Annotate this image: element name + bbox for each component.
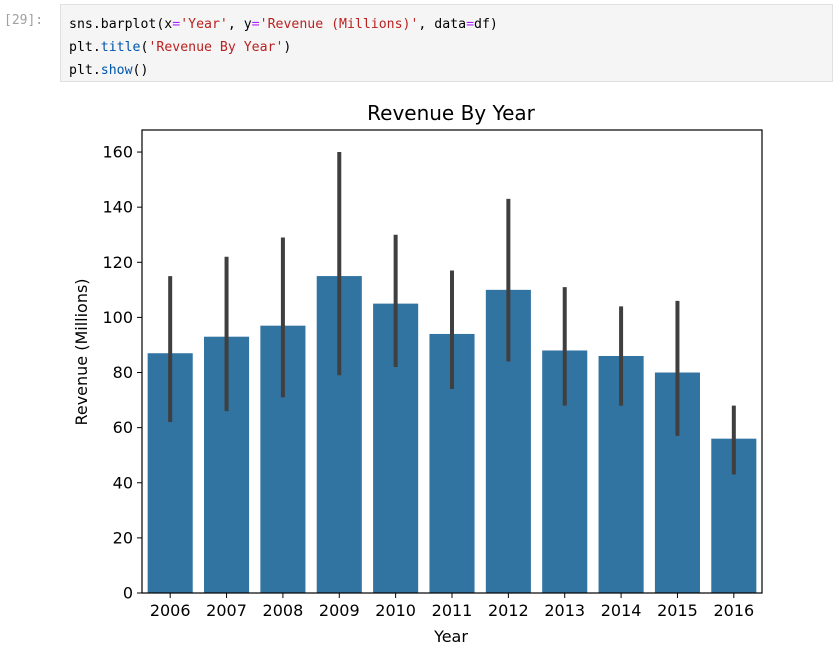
cell-output: Revenue By Year 0 20 40 60 80 100 120 140 160 20… <box>60 90 833 658</box>
y-tick-label: 120 <box>102 253 133 272</box>
y-tick-label: 20 <box>113 528 133 547</box>
x-tick-label: 2010 <box>375 601 416 620</box>
code-token: () <box>132 63 149 78</box>
code-token: plt <box>69 63 93 78</box>
x-tick-label: 2014 <box>601 601 642 620</box>
error-bars-group <box>168 152 736 475</box>
x-tick-label: 2008 <box>263 601 304 620</box>
x-tick-label: 2013 <box>544 601 585 620</box>
code-token: = <box>172 17 181 32</box>
y-tick-label: 40 <box>113 473 133 492</box>
code-token: df) <box>474 17 498 32</box>
code-token: 'Revenue By Year' <box>148 40 284 55</box>
code-input-area[interactable]: sns.barplot(x='Year', y='Revenue (Millio… <box>60 4 833 82</box>
code-line: plt.show() <box>69 59 498 82</box>
y-tick-label: 160 <box>102 143 133 162</box>
x-tick-label: 2007 <box>206 601 247 620</box>
x-tick-label: 2016 <box>713 601 754 620</box>
y-tick-label: 60 <box>113 418 133 437</box>
x-tick-label: 2006 <box>150 601 191 620</box>
code-token: ) <box>283 40 292 55</box>
x-tick-label: 2012 <box>488 601 529 620</box>
y-axis-label: Revenue (Millions) <box>72 278 91 425</box>
x-tick-label: 2015 <box>657 601 698 620</box>
code-token: 'Revenue (Millions)' <box>259 17 419 32</box>
code-editor[interactable]: sns.barplot(x='Year', y='Revenue (Millio… <box>69 13 498 82</box>
y-tick-label: 0 <box>123 584 133 603</box>
code-token: (x <box>156 17 173 32</box>
code-token: . <box>92 63 101 78</box>
code-token: 'Year' <box>180 17 228 32</box>
y-tick-label: 80 <box>113 363 133 382</box>
code-token: plt <box>69 40 93 55</box>
code-token: show <box>100 63 133 78</box>
code-token: barplot <box>100 17 157 32</box>
code-token: = <box>466 17 475 32</box>
code-token: = <box>251 17 260 32</box>
code-line: sns.barplot(x='Year', y='Revenue (Millio… <box>69 13 498 36</box>
code-token: . <box>92 40 101 55</box>
code-token: . <box>92 17 101 32</box>
code-line: plt.title('Revenue By Year') <box>69 36 498 59</box>
code-token: ( <box>140 40 149 55</box>
x-axis-label: Year <box>433 627 468 646</box>
cell-prompt: [29]: <box>4 13 44 28</box>
x-tick-label: 2011 <box>432 601 473 620</box>
code-token: , y <box>227 17 252 32</box>
y-axis: 0 20 40 60 80 100 120 140 160 <box>102 143 142 603</box>
code-token: , data <box>418 17 467 32</box>
y-tick-label: 140 <box>102 198 133 217</box>
x-axis: 2006 2007 2008 2009 2010 2011 2012 2013 2014 2015… <box>150 593 754 620</box>
code-token: sns <box>69 17 93 32</box>
x-tick-label: 2009 <box>319 601 360 620</box>
bar-chart: Revenue By Year 0 20 40 60 80 100 120 140 160 20… <box>72 101 763 646</box>
chart-title: Revenue By Year <box>367 101 535 125</box>
y-tick-label: 100 <box>102 308 133 327</box>
code-token: title <box>100 40 141 55</box>
